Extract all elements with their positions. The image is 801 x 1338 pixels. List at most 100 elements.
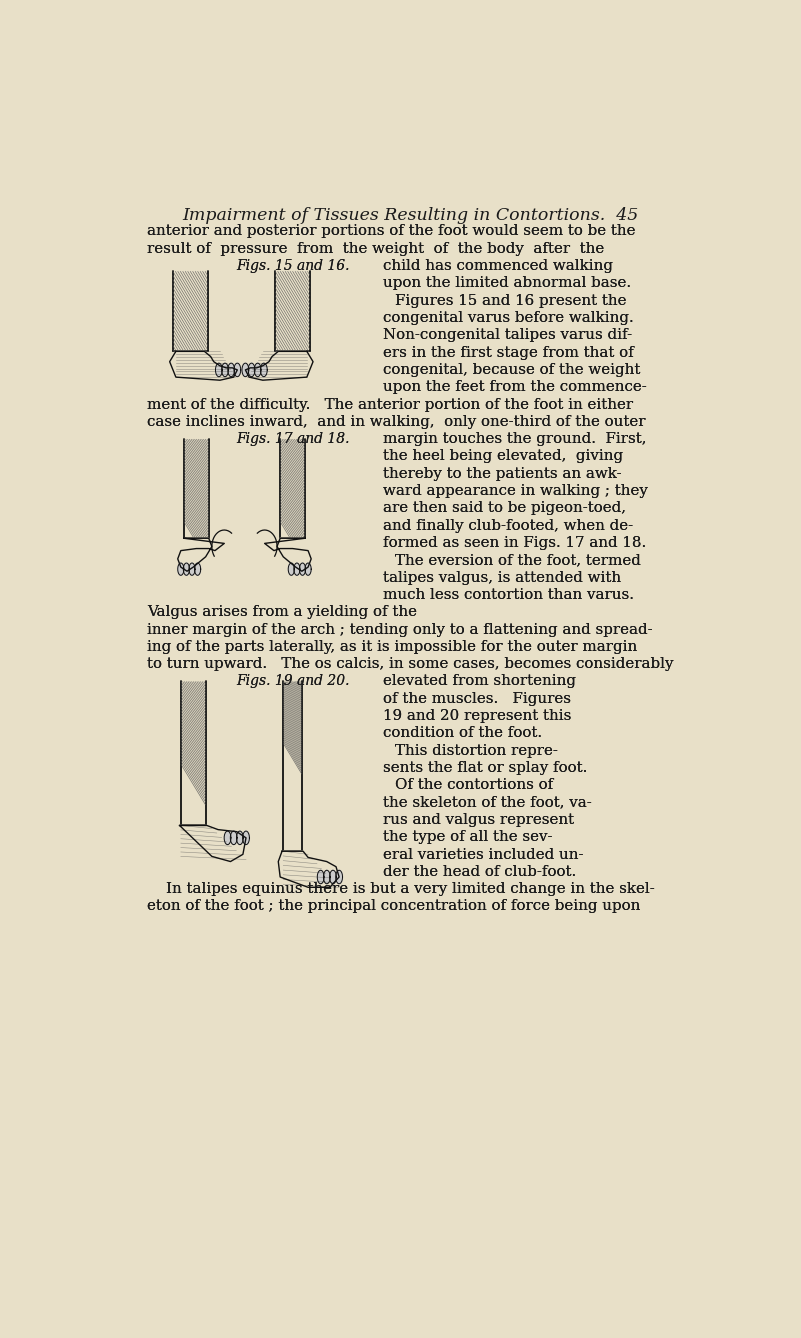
Polygon shape (248, 363, 255, 377)
Polygon shape (324, 870, 330, 884)
Text: Valgus arises from a yielding of the: Valgus arises from a yielding of the (147, 605, 417, 619)
Text: ward appearance in walking ; they: ward appearance in walking ; they (383, 484, 647, 498)
Text: Figs. 19 and 20.: Figs. 19 and 20. (237, 674, 350, 689)
Text: inner margin of the arch ; tending only to a flattening and spread-: inner margin of the arch ; tending only … (147, 622, 652, 637)
Text: der the head of club-foot.: der the head of club-foot. (383, 864, 576, 879)
Text: In talipes equinus there is but a very limited change in the skel-: In talipes equinus there is but a very l… (147, 882, 654, 896)
Polygon shape (224, 831, 231, 844)
Text: margin touches the ground.  First,: margin touches the ground. First, (383, 432, 646, 446)
Text: Of the contortions of: Of the contortions of (395, 779, 553, 792)
Text: and finally club-footed, when de-: and finally club-footed, when de- (383, 519, 633, 533)
Text: upon the feet from the commence-: upon the feet from the commence- (383, 380, 646, 395)
Text: eral varieties included un-: eral varieties included un- (383, 847, 583, 862)
Polygon shape (178, 538, 224, 571)
Text: result of  pressure  from  the weight  of  the body  after  the: result of pressure from the weight of th… (147, 242, 604, 256)
Text: der the head of club-foot.: der the head of club-foot. (383, 864, 576, 879)
Polygon shape (254, 363, 261, 377)
Text: Figures 15 and 16 present the: Figures 15 and 16 present the (395, 293, 626, 308)
Text: the skeleton of the foot, va-: the skeleton of the foot, va- (383, 796, 591, 809)
Polygon shape (300, 563, 306, 575)
Text: Non-congenital talipes varus dif-: Non-congenital talipes varus dif- (383, 328, 632, 343)
Text: child has commenced walking: child has commenced walking (383, 260, 613, 273)
Polygon shape (245, 352, 313, 380)
Text: Figs. 17 and 18.: Figs. 17 and 18. (237, 432, 350, 446)
Text: 19 and 20 represent this: 19 and 20 represent this (383, 709, 571, 723)
Polygon shape (215, 363, 223, 377)
Text: case inclines inward,  and in walking,  only one-third of the outer: case inclines inward, and in walking, on… (147, 415, 645, 428)
Text: case inclines inward,  and in walking,  only one-third of the outer: case inclines inward, and in walking, on… (147, 415, 645, 428)
Text: Figures 15 and 16 present the: Figures 15 and 16 present the (395, 293, 626, 308)
Text: Figs. 15 and 16.: Figs. 15 and 16. (237, 260, 350, 273)
Text: thereby to the patients an awk-: thereby to the patients an awk- (383, 467, 622, 480)
Polygon shape (170, 352, 237, 380)
Text: elevated from shortening: elevated from shortening (383, 674, 576, 689)
Polygon shape (329, 870, 336, 884)
Text: are then said to be pigeon-toed,: are then said to be pigeon-toed, (383, 502, 626, 515)
Text: congenital, because of the weight: congenital, because of the weight (383, 363, 640, 377)
Text: congenital, because of the weight: congenital, because of the weight (383, 363, 640, 377)
Polygon shape (222, 363, 228, 377)
Polygon shape (288, 563, 295, 575)
Polygon shape (294, 563, 300, 575)
Text: This distortion repre-: This distortion repre- (395, 744, 557, 757)
Text: of the muscles.   Figures: of the muscles. Figures (383, 692, 570, 705)
Text: the heel being elevated,  giving: the heel being elevated, giving (383, 450, 622, 463)
Text: eton of the foot ; the principal concentration of force being upon: eton of the foot ; the principal concent… (147, 899, 640, 914)
Text: ing of the parts laterally, as it is impossible for the outer margin: ing of the parts laterally, as it is imp… (147, 640, 637, 654)
Text: formed as seen in Figs. 17 and 18.: formed as seen in Figs. 17 and 18. (383, 537, 646, 550)
Polygon shape (236, 831, 244, 844)
Text: rus and valgus represent: rus and valgus represent (383, 814, 574, 827)
Text: the skeleton of the foot, va-: the skeleton of the foot, va- (383, 796, 591, 809)
Text: Figs. 17 and 18.: Figs. 17 and 18. (237, 432, 350, 446)
Text: sents the flat or splay foot.: sents the flat or splay foot. (383, 761, 587, 775)
Polygon shape (189, 563, 195, 575)
Text: child has commenced walking: child has commenced walking (383, 260, 613, 273)
Text: much less contortion than varus.: much less contortion than varus. (383, 587, 634, 602)
Text: inner margin of the arch ; tending only to a flattening and spread-: inner margin of the arch ; tending only … (147, 622, 652, 637)
Text: upon the feet from the commence-: upon the feet from the commence- (383, 380, 646, 395)
Text: ers in the first stage from that of: ers in the first stage from that of (383, 345, 634, 360)
Polygon shape (257, 530, 277, 557)
Text: eton of the foot ; the principal concentration of force being upon: eton of the foot ; the principal concent… (147, 899, 640, 914)
Text: the type of all the sev-: the type of all the sev- (383, 831, 552, 844)
Text: Of the contortions of: Of the contortions of (395, 779, 553, 792)
Text: talipes valgus, is attended with: talipes valgus, is attended with (383, 570, 621, 585)
Text: congenital varus before walking.: congenital varus before walking. (383, 310, 634, 325)
Polygon shape (234, 363, 241, 377)
Polygon shape (227, 363, 235, 377)
Polygon shape (336, 870, 343, 884)
Text: ers in the first stage from that of: ers in the first stage from that of (383, 345, 634, 360)
Text: The eversion of the foot, termed: The eversion of the foot, termed (395, 554, 641, 567)
Text: thereby to the patients an awk-: thereby to the patients an awk- (383, 467, 622, 480)
Text: much less contortion than varus.: much less contortion than varus. (383, 587, 634, 602)
Text: elevated from shortening: elevated from shortening (383, 674, 576, 689)
Text: result of  pressure  from  the weight  of  the body  after  the: result of pressure from the weight of th… (147, 242, 604, 256)
Text: and finally club-footed, when de-: and finally club-footed, when de- (383, 519, 633, 533)
Text: talipes valgus, is attended with: talipes valgus, is attended with (383, 570, 621, 585)
Polygon shape (195, 563, 201, 575)
Text: are then said to be pigeon-toed,: are then said to be pigeon-toed, (383, 502, 626, 515)
Text: ing of the parts laterally, as it is impossible for the outer margin: ing of the parts laterally, as it is imp… (147, 640, 637, 654)
Text: of the muscles.   Figures: of the muscles. Figures (383, 692, 570, 705)
Polygon shape (278, 851, 339, 887)
Text: Figs. 19 and 20.: Figs. 19 and 20. (237, 674, 350, 689)
Text: upon the limited abnormal base.: upon the limited abnormal base. (383, 277, 630, 290)
Text: ward appearance in walking ; they: ward appearance in walking ; they (383, 484, 647, 498)
Text: 19 and 20 represent this: 19 and 20 represent this (383, 709, 571, 723)
Text: In talipes equinus there is but a very limited change in the skel-: In talipes equinus there is but a very l… (147, 882, 654, 896)
Text: Figs. 15 and 16.: Figs. 15 and 16. (237, 260, 350, 273)
Polygon shape (305, 563, 311, 575)
Text: This distortion repre-: This distortion repre- (395, 744, 557, 757)
Text: the type of all the sev-: the type of all the sev- (383, 831, 552, 844)
Polygon shape (317, 870, 324, 884)
Polygon shape (243, 831, 249, 844)
Text: ment of the difficulty.   The anterior portion of the foot in either: ment of the difficulty. The anterior por… (147, 397, 633, 412)
Text: rus and valgus represent: rus and valgus represent (383, 814, 574, 827)
Text: to turn upward.   The os calcis, in some cases, becomes considerably: to turn upward. The os calcis, in some c… (147, 657, 673, 672)
Text: ment of the difficulty.   The anterior portion of the foot in either: ment of the difficulty. The anterior por… (147, 397, 633, 412)
Text: Non-congenital talipes varus dif-: Non-congenital talipes varus dif- (383, 328, 632, 343)
Text: upon the limited abnormal base.: upon the limited abnormal base. (383, 277, 630, 290)
Text: anterior and posterior portions of the foot would seem to be the: anterior and posterior portions of the f… (147, 225, 635, 238)
Text: Valgus arises from a yielding of the: Valgus arises from a yielding of the (147, 605, 417, 619)
Polygon shape (178, 563, 184, 575)
